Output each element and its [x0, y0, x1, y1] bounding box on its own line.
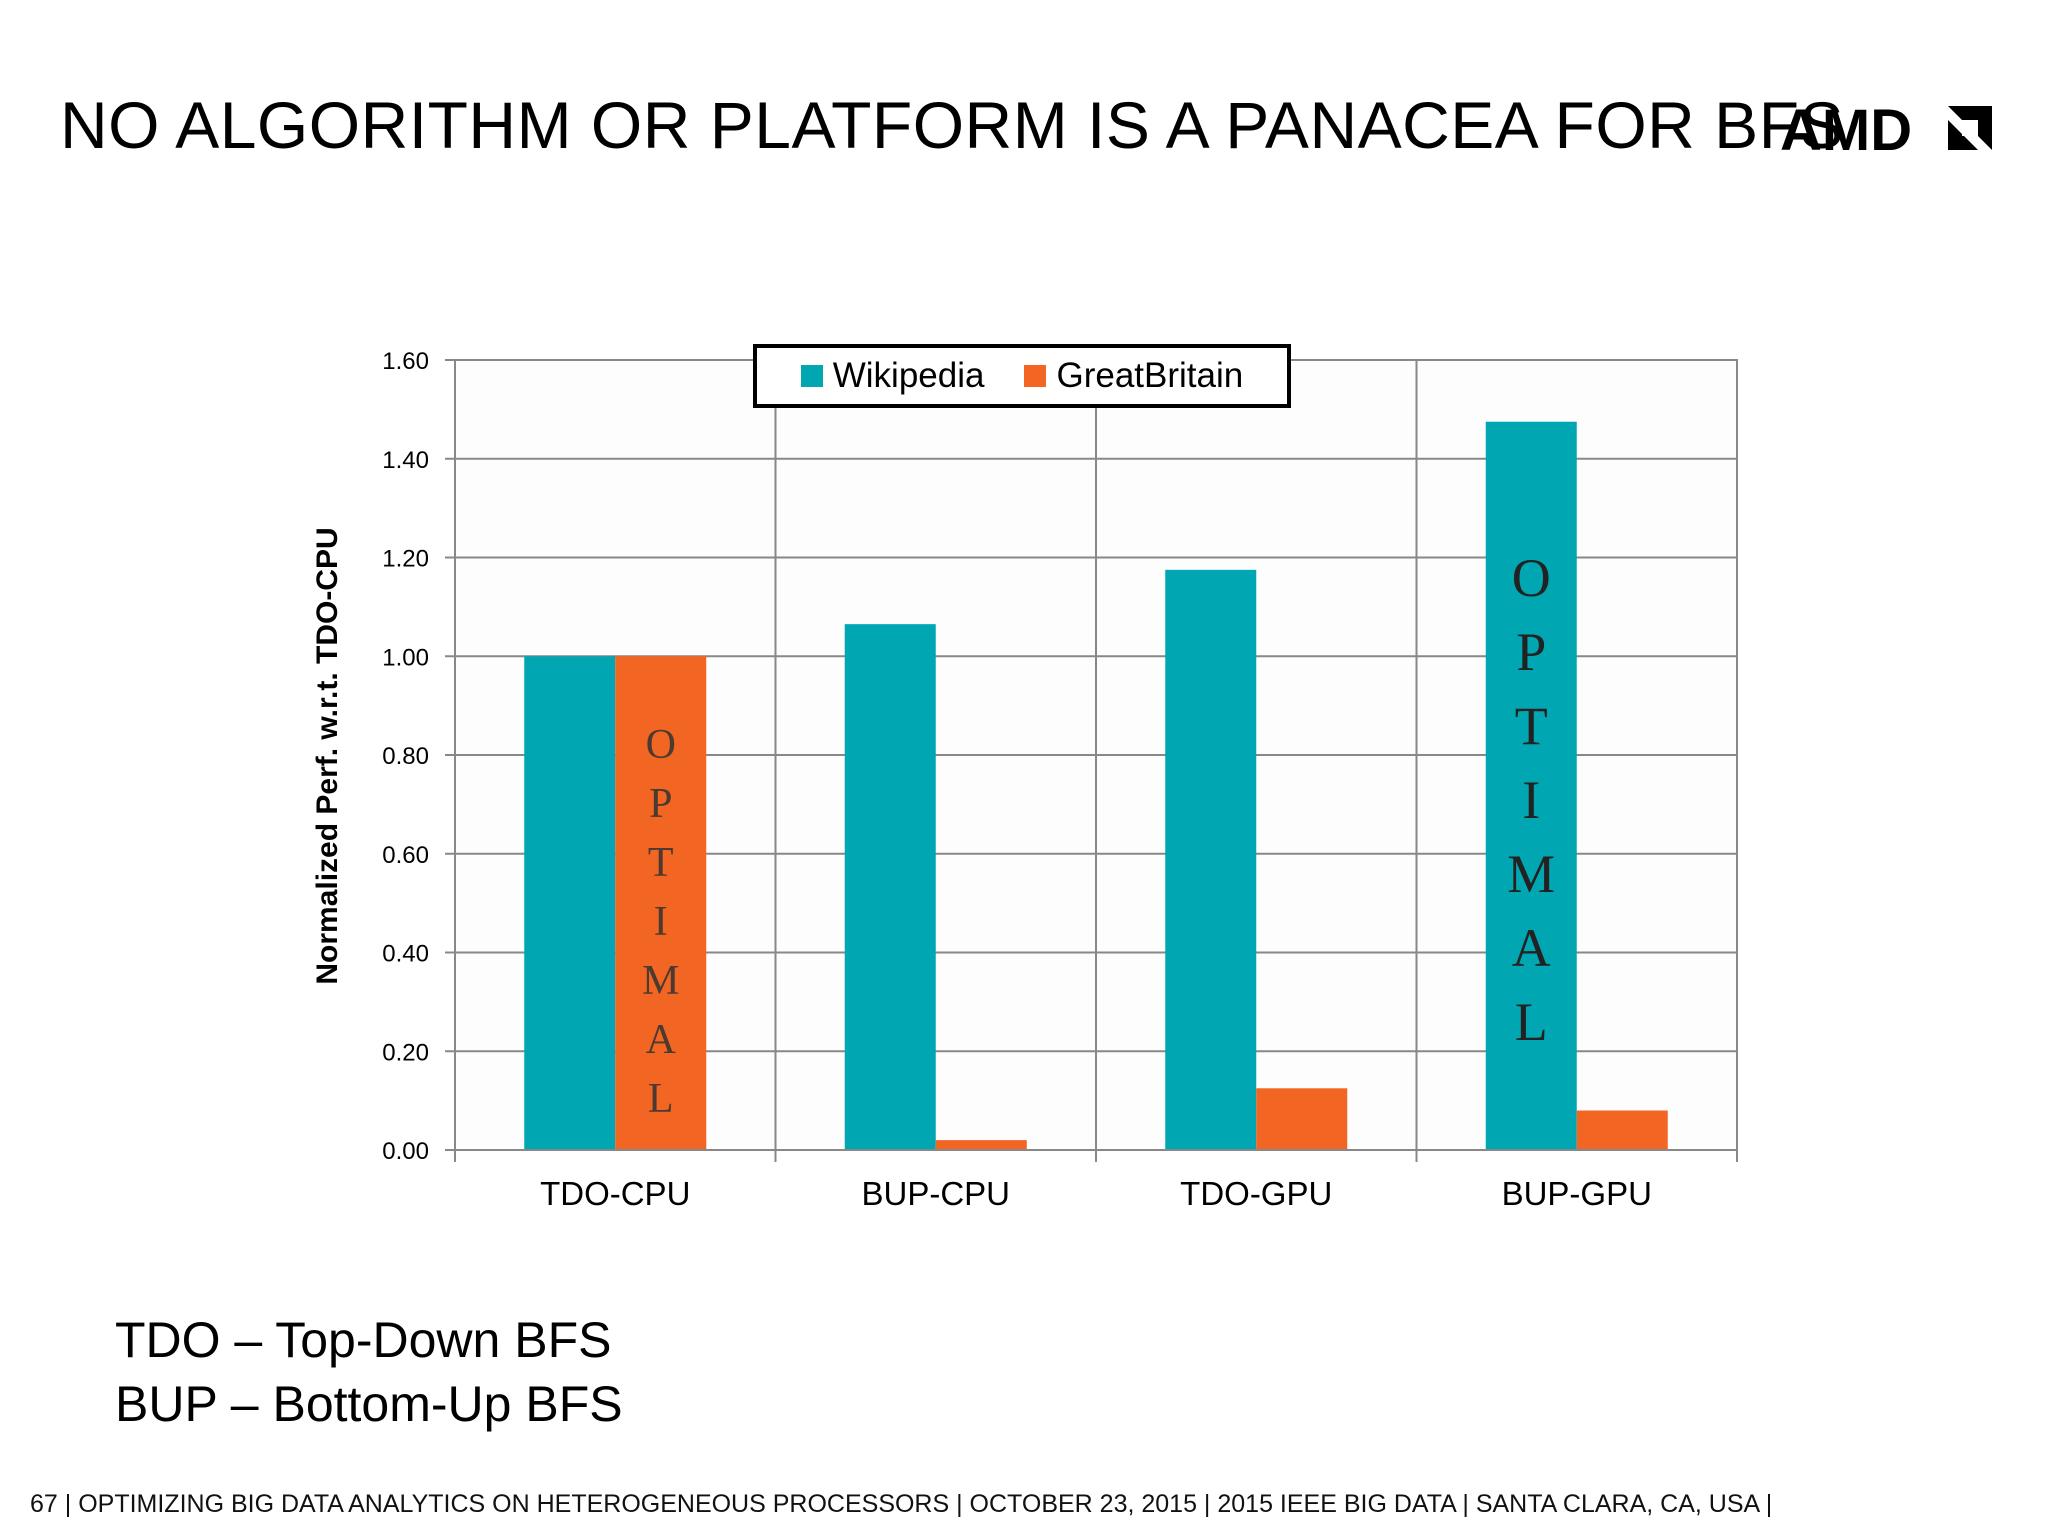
amd-arrow-icon [1948, 106, 1992, 150]
x-tick-label: TDO-GPU [1180, 1175, 1332, 1212]
y-tick-label: 1.20 [382, 546, 429, 573]
legend-swatch-greatbritain [1024, 365, 1047, 387]
bar [1256, 1088, 1348, 1150]
y-tick-label: 0.40 [382, 941, 429, 968]
legend-label-wikipedia: Wikipedia [832, 356, 985, 395]
y-tick-label: 0.60 [382, 842, 429, 869]
bar [844, 624, 936, 1150]
y-tick-label: 0.00 [382, 1138, 429, 1165]
bar [615, 656, 707, 1150]
slide-title: NO ALGORITHM OR PLATFORM IS A PANACEA FO… [60, 88, 1845, 162]
y-tick-label: 1.60 [382, 348, 429, 375]
amd-logo-text: AMD [1780, 100, 1912, 160]
legend-label-greatbritain: GreatBritain [1056, 356, 1244, 395]
legend-swatch-wikipedia [800, 365, 823, 387]
y-tick-label: 1.40 [382, 447, 429, 474]
bar [524, 656, 616, 1150]
x-tick-label: TDO-CPU [540, 1175, 690, 1212]
legend-item-wikipedia: Wikipedia [800, 356, 985, 396]
chart-legend: Wikipedia GreatBritain [753, 344, 1291, 408]
x-tick-label: BUP-CPU [861, 1175, 1010, 1212]
y-tick-label: 0.80 [382, 743, 429, 770]
bar [1576, 1110, 1668, 1150]
bar [1165, 569, 1257, 1150]
note-tdo: TDO – Top-Down BFS [115, 1312, 612, 1368]
note-bup: BUP – Bottom-Up BFS [115, 1376, 623, 1432]
y-tick-label: 1.00 [382, 644, 429, 671]
slide-footer: 67 | OPTIMIZING BIG DATA ANALYTICS ON HE… [30, 1490, 1773, 1518]
y-axis-label: Normalized Perf. w.r.t. TDO-CPU [311, 527, 344, 985]
x-tick-label: BUP-GPU [1502, 1175, 1652, 1212]
bar [1485, 421, 1577, 1150]
abbreviation-notes: TDO – Top-Down BFS BUP – Bottom-Up BFS [115, 1308, 623, 1436]
amd-logo: AMD [1780, 100, 1992, 160]
y-tick-label: 0.20 [382, 1039, 429, 1066]
legend-item-greatbritain: GreatBritain [1024, 356, 1243, 396]
bar [935, 1140, 1027, 1150]
